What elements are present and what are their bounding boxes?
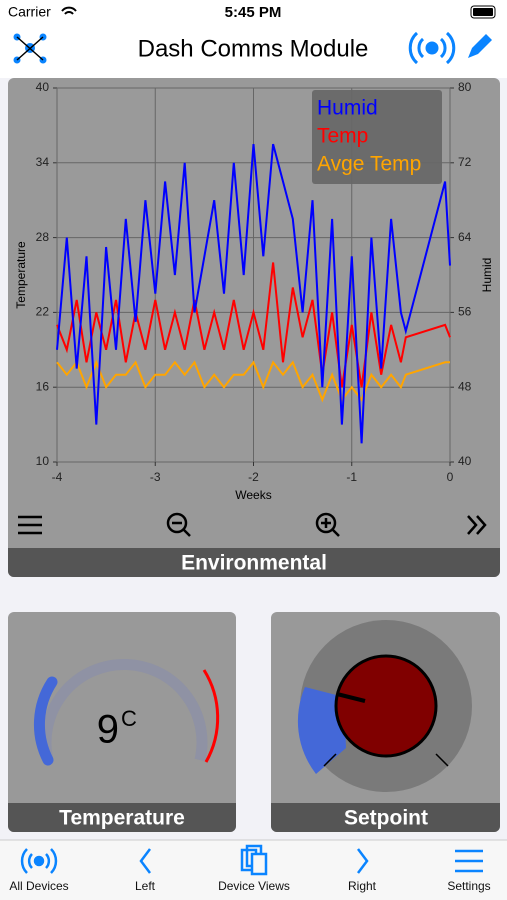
y2-tick-label: 56 — [458, 305, 472, 319]
zoom-in-icon[interactable] — [315, 512, 340, 537]
tab-label[interactable]: Settings — [447, 879, 490, 893]
battery-level — [473, 8, 493, 16]
series-line — [56, 262, 451, 388]
tab-icon — [139, 848, 151, 874]
gauge-track — [40, 659, 208, 762]
tab-icons — [20, 844, 483, 876]
waves — [408, 31, 456, 65]
edit-icon[interactable] — [468, 34, 492, 58]
dot — [425, 41, 439, 55]
wifi-icon — [61, 6, 77, 15]
y2-tick-label: 72 — [458, 155, 472, 169]
time: 5:45 PM — [225, 4, 282, 21]
y-tick-label: 16 — [36, 379, 50, 393]
tab-icon — [240, 844, 268, 876]
temperature-panel — [8, 612, 236, 832]
tab-icon — [357, 848, 369, 874]
series-line — [56, 143, 451, 444]
y-tick-label: 40 — [36, 80, 50, 94]
glyph — [321, 518, 340, 537]
zoom-out-icon[interactable] — [166, 512, 191, 537]
menu-icon[interactable] — [18, 515, 42, 535]
broadcast-icon[interactable] — [408, 31, 456, 65]
battery — [470, 5, 496, 19]
panel-title: Setpoint — [344, 807, 428, 830]
y-tick-label: 28 — [36, 230, 50, 244]
y2-tick-label: 48 — [458, 379, 472, 393]
lens — [166, 512, 188, 534]
panel-title: Temperature — [59, 807, 185, 830]
dial-ticks — [323, 753, 449, 767]
x-tick-label: -1 — [346, 470, 357, 484]
page — [250, 852, 268, 876]
panel-footer — [8, 548, 500, 577]
y2-tick-label: 64 — [458, 230, 472, 244]
gauge-fill — [33, 676, 58, 766]
legend-entry: Avge Temp — [317, 153, 421, 176]
dot — [33, 855, 45, 867]
y2-tick-label: 40 — [458, 454, 472, 468]
y2-tick-label: 80 — [458, 80, 472, 94]
tab-label[interactable]: Left — [135, 879, 156, 893]
glyph — [172, 521, 191, 537]
legend-entry: Temp — [317, 125, 368, 148]
chart-toolbar — [18, 512, 487, 537]
dial-knob[interactable] — [334, 654, 438, 758]
waves — [20, 848, 58, 874]
carrier: Carrier — [8, 4, 51, 20]
dial-range — [297, 687, 346, 774]
x-tick-label: -3 — [150, 470, 161, 484]
gauge-value: 9 — [97, 708, 119, 752]
chart: 10 16 22 28 34 40 40 48 56 64 72 80 -4 -3 -2 -1 0 Weeks Te… — [14, 80, 494, 502]
y2-axis-label: Humid — [480, 258, 494, 293]
tab-icon — [455, 849, 483, 873]
tab-label[interactable]: All Devices — [9, 879, 68, 893]
y-tick-label: 22 — [36, 305, 50, 319]
gauge-limit — [202, 669, 220, 763]
y-tick-label: 10 — [36, 454, 50, 468]
panel-title: Environmental — [181, 552, 327, 575]
x-tick-label: -4 — [52, 470, 63, 484]
series-line — [56, 359, 450, 403]
lens — [315, 512, 337, 534]
links — [16, 36, 44, 61]
legend-box — [312, 90, 442, 184]
y-tick-label: 34 — [36, 155, 50, 169]
tab-label[interactable]: Device Views — [218, 879, 290, 893]
network-icon[interactable] — [13, 33, 47, 64]
x-tick-label: -2 — [248, 470, 259, 484]
legend-entry: Humid — [317, 97, 378, 120]
tab-icon — [20, 848, 58, 874]
x-tick-label: 0 — [447, 470, 454, 484]
panel-footer — [8, 803, 236, 832]
dial-pointer — [336, 692, 366, 703]
forward-icon[interactable] — [467, 515, 487, 535]
x-axis-label: Weeks — [235, 488, 271, 502]
panel-footer — [271, 803, 500, 832]
y-axis-label: Temperature — [14, 241, 28, 309]
nav-title: Dash Comms Module — [138, 35, 369, 62]
gauge-unit: C — [121, 706, 137, 731]
tab-label[interactable]: Right — [348, 879, 377, 893]
tab-labels: All Devices Left Device Views Right Settings — [9, 879, 490, 893]
